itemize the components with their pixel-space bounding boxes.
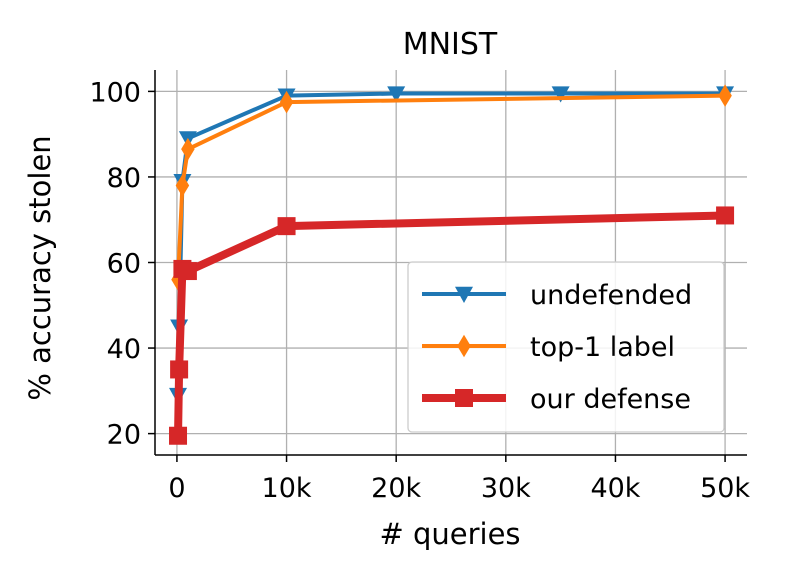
- data-point-0-6: [551, 86, 570, 103]
- legend-item-0: undefended: [422, 280, 692, 311]
- y-tick-label-2: 60: [107, 249, 141, 280]
- y-tick-label-4: 100: [89, 77, 141, 108]
- legend-box: [407, 261, 725, 433]
- x-axis-label: # queries: [379, 517, 520, 551]
- data-point-1-3: [279, 90, 294, 114]
- data-point-1-4: [718, 84, 732, 107]
- legend-marker-0: [455, 286, 473, 303]
- legend: undefended top-1 label our defense: [407, 261, 725, 433]
- x-tick-label-1: 10k: [262, 473, 312, 504]
- legend-item-2: our defense: [422, 384, 691, 415]
- legend-label-0: undefended: [530, 280, 692, 311]
- x-tick-label-2: 20k: [371, 473, 421, 504]
- y-tick-label-3: 80: [107, 163, 141, 194]
- y-tick-label-1: 40: [107, 334, 141, 365]
- data-point-1-2: [181, 137, 195, 161]
- x-tick-label-0: 0: [168, 473, 185, 504]
- x-tick-label-3: 30k: [481, 473, 531, 504]
- series-2: [169, 206, 735, 445]
- x-tick-label-5: 50k: [700, 473, 750, 504]
- series-line-1: [176, 93, 726, 280]
- data-point-0-5: [387, 86, 406, 103]
- data-point-2-4: [277, 217, 296, 236]
- legend-marker-1: [457, 334, 471, 358]
- y-tick-label-0: 20: [107, 420, 141, 451]
- data-point-2-3: [178, 262, 197, 281]
- legend-marker-2: [455, 389, 473, 407]
- legend-item-1: top-1 label: [422, 332, 675, 363]
- data-point-1-1: [175, 174, 190, 197]
- legend-label-2: our defense: [530, 384, 691, 415]
- x-tick-label-4: 40k: [590, 473, 640, 504]
- data-point-2-0: [169, 426, 188, 445]
- y-axis-label: % accuracy stolen: [23, 135, 57, 400]
- chart-title: MNIST: [403, 27, 498, 62]
- series-layer: [169, 84, 735, 445]
- axes: 0 10k 20k 30k 40k 50k 20 40 60 80 100: [89, 70, 750, 504]
- data-point-2-5: [716, 206, 735, 225]
- data-point-2-1: [170, 360, 189, 379]
- legend-label-1: top-1 label: [530, 332, 675, 363]
- series-1: [171, 84, 732, 291]
